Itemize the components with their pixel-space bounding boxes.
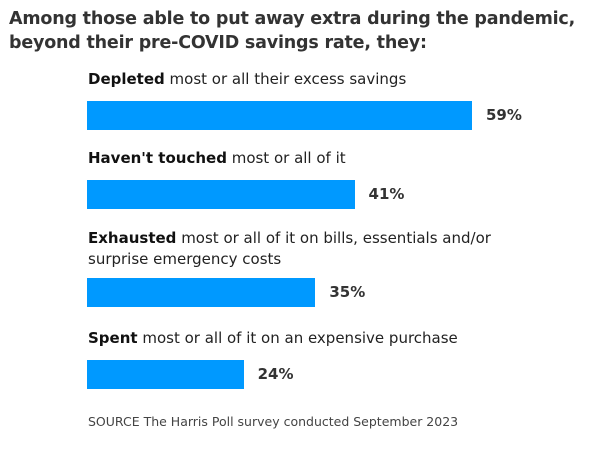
- bar: [87, 360, 244, 389]
- category-label: Haven't touched most or all of it: [88, 148, 508, 169]
- data-label: 35%: [329, 283, 366, 301]
- data-label: 24%: [257, 365, 294, 383]
- bar: [87, 101, 472, 130]
- chart-title: Among those able to put away extra durin…: [9, 9, 576, 53]
- category-label-bold: Depleted: [88, 70, 165, 88]
- source-note: SOURCE The Harris Poll survey conducted …: [88, 414, 459, 429]
- bar: [87, 180, 355, 209]
- category-label-rest: most or all their excess savings: [164, 70, 407, 88]
- category-label: Exhausted most or all of it on bills, es…: [88, 228, 508, 270]
- category-label: Spent most or all of it on an expensive …: [88, 328, 508, 349]
- category-label-rest: most or all of it: [226, 149, 346, 167]
- category-label-bold: Spent: [88, 329, 138, 347]
- category-label-rest: most or all of it on an expensive purcha…: [137, 329, 458, 347]
- data-label: 59%: [486, 106, 522, 124]
- category-label: Depleted most or all their excess saving…: [88, 69, 508, 90]
- category-label-bold: Exhausted: [88, 229, 177, 247]
- category-label-rest: most or all of it on bills, essentials a…: [88, 229, 491, 268]
- bar: [87, 278, 316, 307]
- category-label-bold: Haven't touched: [88, 149, 227, 167]
- data-label: 41%: [368, 185, 405, 203]
